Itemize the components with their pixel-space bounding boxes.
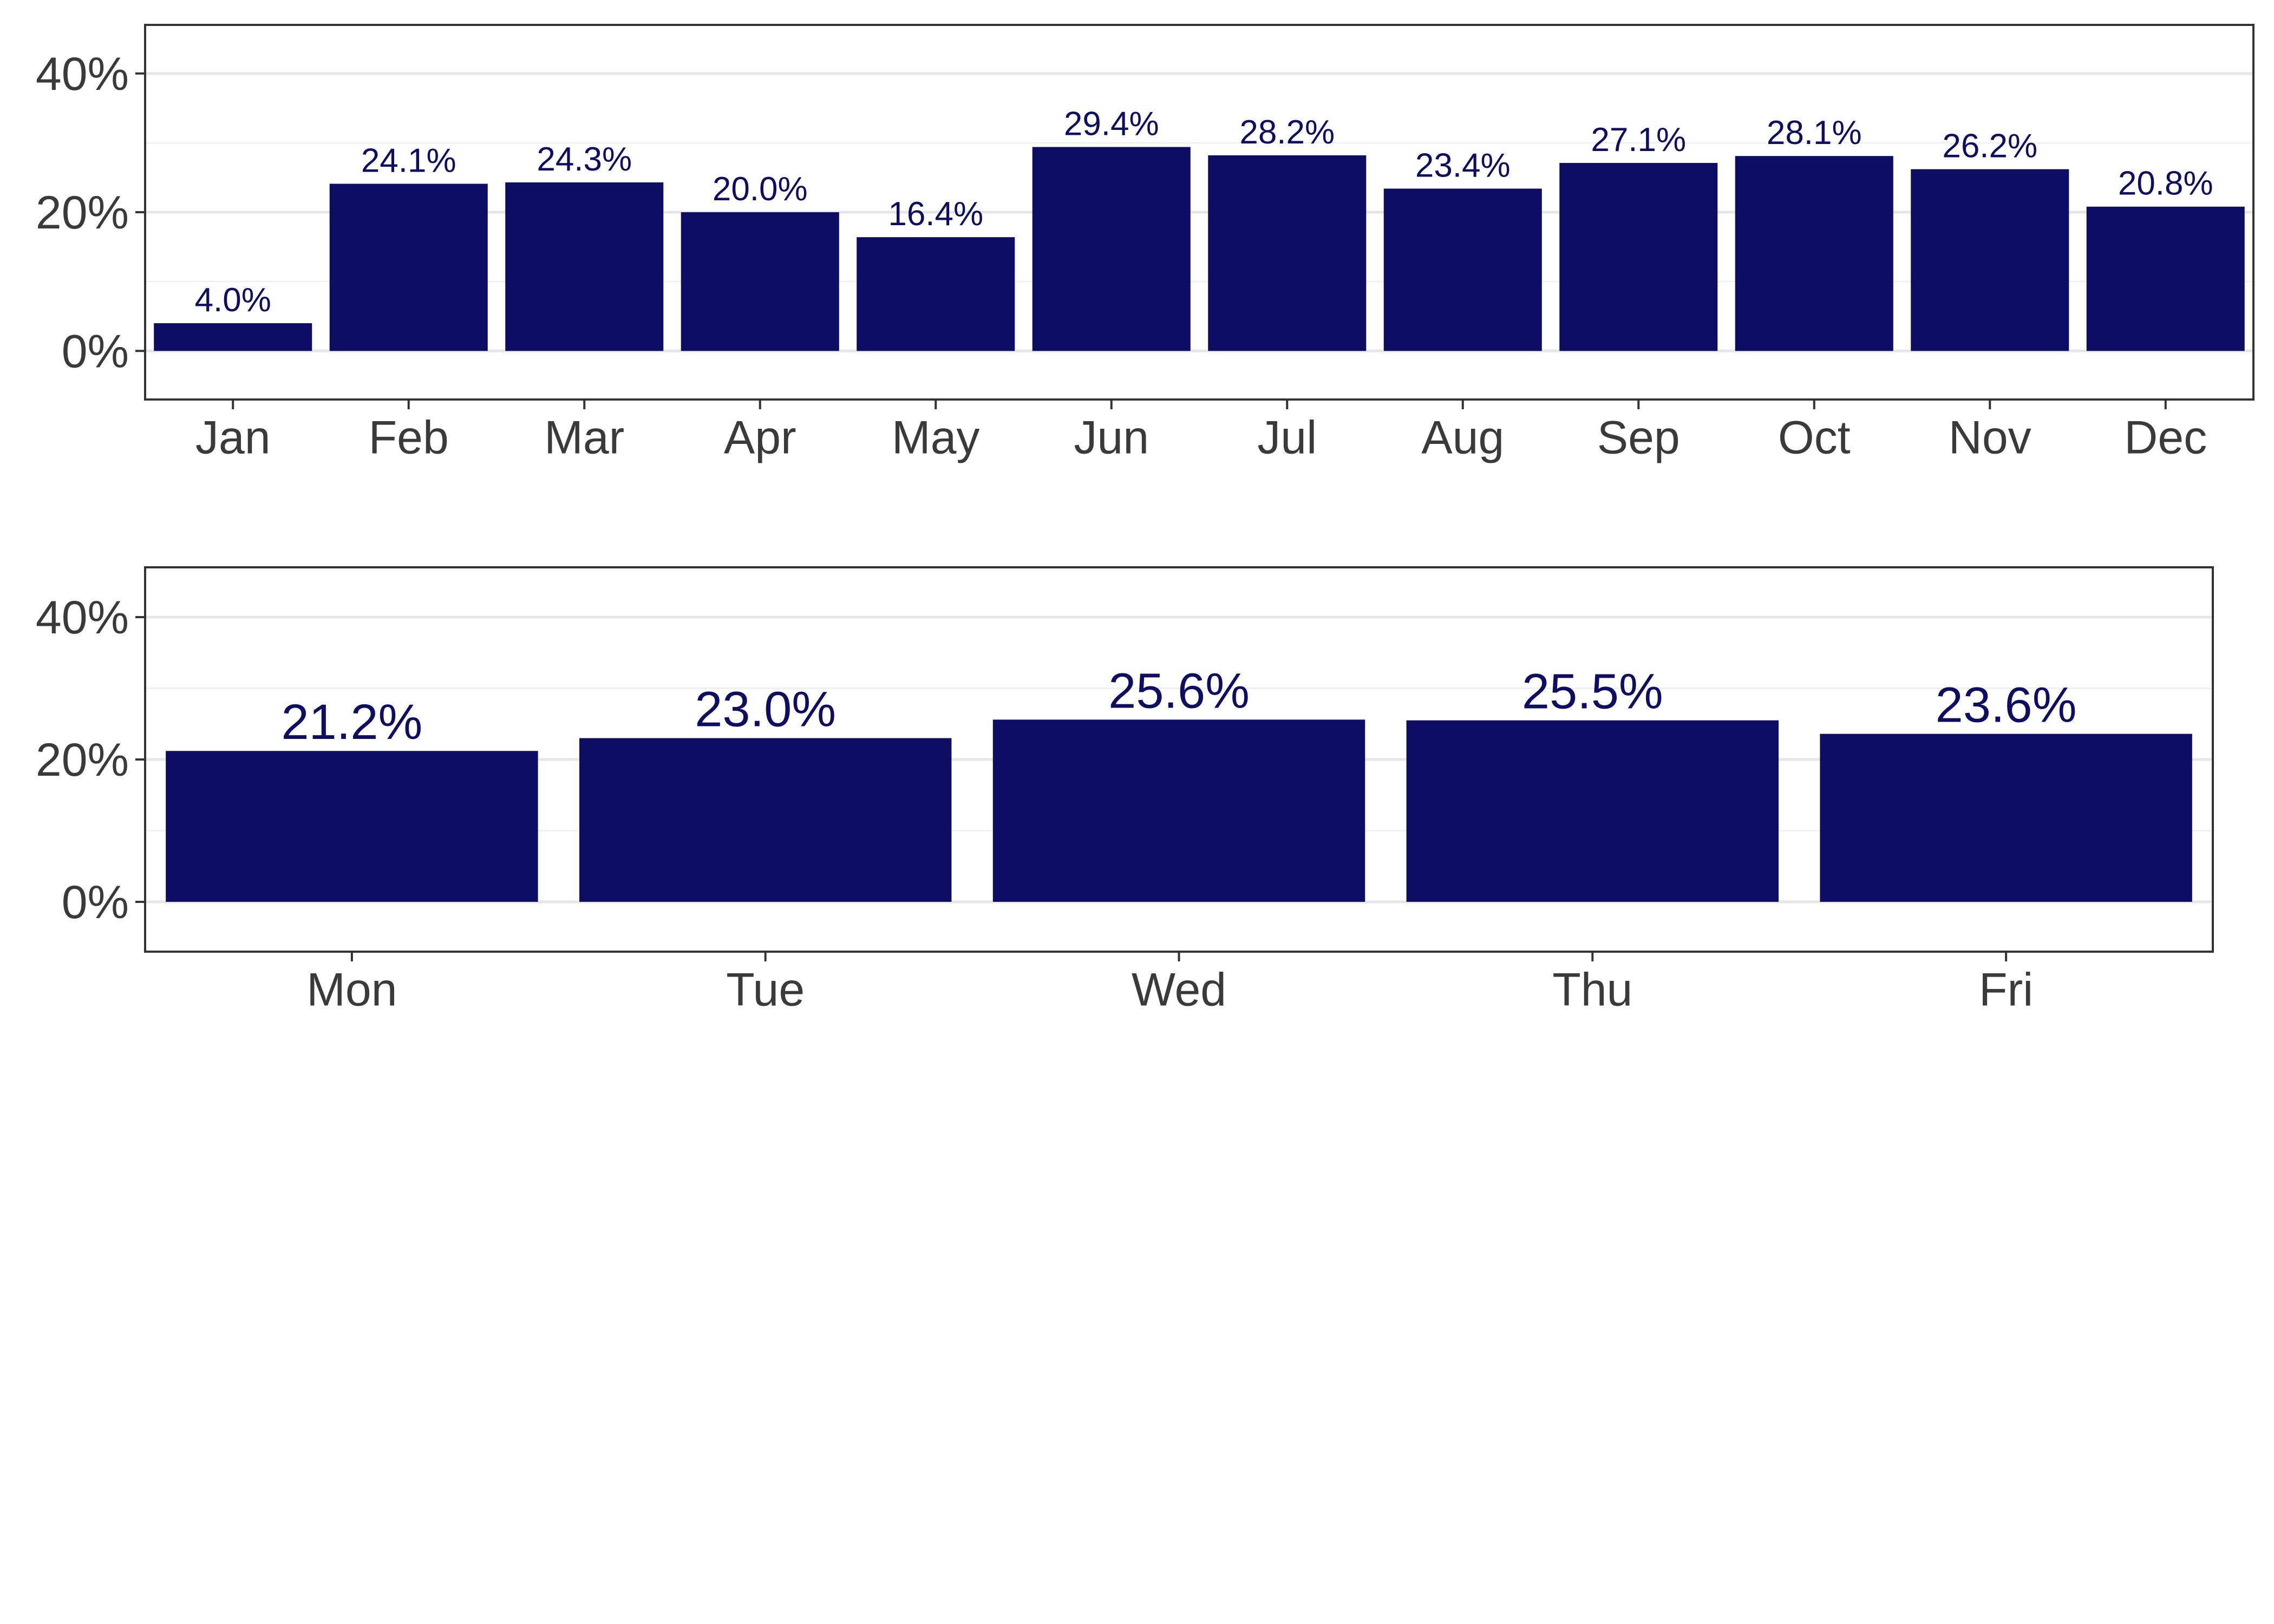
- bar-dec: [2086, 206, 2245, 351]
- x-tick-label-sep: Sep: [1597, 412, 1680, 464]
- x-tick-label-thu: Thu: [1552, 964, 1632, 1016]
- x-tick-label-mar: Mar: [544, 412, 624, 464]
- bar-thu: [1406, 720, 1779, 902]
- bar-jun: [1032, 147, 1191, 351]
- bar-mar: [505, 182, 664, 351]
- x-tick-label-wed: Wed: [1132, 964, 1226, 1016]
- value-label-apr: 20.0%: [713, 171, 808, 208]
- value-label-mon: 21.2%: [281, 695, 422, 750]
- x-tick-label-jan: Jan: [195, 412, 271, 464]
- bar-tue: [579, 738, 952, 902]
- bar-nov: [1911, 169, 2069, 351]
- monthly-bar-chart: 4.0% 24.1% 24.3% 20.0% 16.4% 29.4% 28.2% 23.4% 2…: [36, 24, 2255, 464]
- bar-oct: [1735, 156, 1893, 351]
- bar-jul: [1208, 155, 1367, 351]
- bar-fri: [1820, 734, 2192, 902]
- bar-jan: [154, 323, 312, 351]
- value-label-dec: 20.8%: [2118, 165, 2213, 202]
- value-label-jun: 29.4%: [1064, 106, 1159, 143]
- x-tick-label-fri: Fri: [1979, 964, 2033, 1016]
- x-tick-label-tue: Tue: [726, 964, 805, 1016]
- value-label-sep: 27.1%: [1591, 121, 1686, 159]
- y-tick-label: 0%: [62, 876, 129, 928]
- x-tick-label-jun: Jun: [1074, 412, 1149, 464]
- y-tick-label: 0%: [62, 325, 129, 377]
- value-label-mar: 24.3%: [537, 141, 632, 178]
- value-label-nov: 26.2%: [1942, 128, 2037, 165]
- bar-apr: [681, 212, 839, 351]
- value-label-wed: 25.6%: [1108, 663, 1250, 718]
- bar-aug: [1383, 188, 1542, 351]
- x-tick-label-dec: Dec: [2124, 412, 2207, 464]
- y-tick-label: 40%: [36, 592, 129, 644]
- value-label-oct: 28.1%: [1767, 114, 1862, 152]
- x-tick-label-mon: Mon: [306, 964, 397, 1016]
- value-label-thu: 25.5%: [1522, 664, 1663, 719]
- y-tick-label: 40%: [36, 48, 129, 100]
- value-label-feb: 24.1%: [361, 142, 456, 179]
- bar-may: [857, 237, 1015, 351]
- value-label-jul: 28.2%: [1239, 114, 1335, 151]
- x-tick-label-aug: Aug: [1421, 412, 1504, 464]
- weekday-bar-chart: 21.2% 23.0% 25.6% 25.5% 23.6% 0% 20% 40% Mon Tue W…: [36, 566, 2214, 1016]
- x-tick-label-jul: Jul: [1257, 412, 1317, 464]
- bar-feb: [329, 184, 488, 351]
- bar-wed: [992, 719, 1365, 902]
- bar-mon: [166, 751, 538, 902]
- value-label-fri: 23.6%: [1936, 678, 2077, 733]
- value-label-jan: 4.0%: [195, 281, 271, 319]
- y-tick-label: 20%: [36, 734, 129, 786]
- x-tick-label-feb: Feb: [369, 412, 449, 464]
- x-tick-label-apr: Apr: [724, 412, 796, 464]
- value-label-tue: 23.0%: [695, 682, 836, 737]
- value-label-may: 16.4%: [888, 195, 983, 233]
- x-tick-label-oct: Oct: [1778, 412, 1851, 464]
- bar-sep: [1559, 163, 1718, 351]
- x-tick-label-may: May: [892, 412, 979, 464]
- value-label-aug: 23.4%: [1415, 147, 1511, 184]
- y-tick-label: 20%: [36, 187, 129, 239]
- x-tick-label-nov: Nov: [1949, 412, 2031, 464]
